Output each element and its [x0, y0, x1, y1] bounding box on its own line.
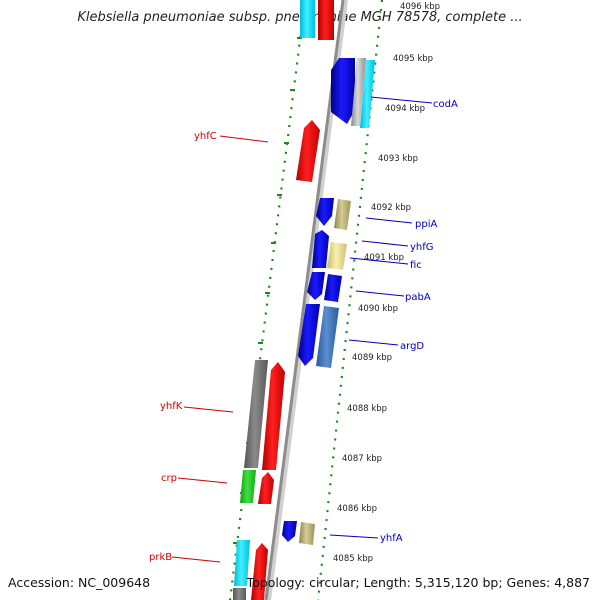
gene-arrow-prkb: [234, 540, 250, 586]
genome-summary-text: Topology: circular; Length: 5,315,120 bp…: [246, 575, 590, 590]
gene-arrow: [244, 360, 268, 468]
backbone: [264, 0, 345, 600]
gene-label-ppia: ppiA: [415, 219, 437, 230]
tick-label: 4086 kbp: [337, 504, 377, 514]
gene-label-argd: argD: [400, 341, 424, 352]
gene-label-yhfk: yhfK: [160, 401, 183, 412]
gene-arrow: [312, 230, 329, 268]
tick-label: 4095 kbp: [393, 54, 433, 64]
tick-label: 4088 kbp: [347, 404, 387, 414]
tick-label: 4094 kbp: [385, 104, 425, 114]
gene-arrow: [298, 304, 320, 366]
tick-label: 4090 kbp: [358, 304, 398, 314]
tick-label: 4085 kbp: [333, 554, 373, 564]
tick-label: 4091 kbp: [364, 253, 404, 263]
gene-arrow: [251, 543, 268, 600]
inner-ring: [228, 0, 307, 600]
gene-labels: codA yhfC ppiA yhfG fic pabA argD yhfK c…: [149, 99, 458, 563]
tick-labels: 4096 kbp 4095 kbp 4094 kbp 4093 kbp 4092…: [333, 2, 440, 564]
tick-label: 4089 kbp: [352, 353, 392, 363]
accession-text: Accession: NC_009648: [8, 575, 151, 590]
tick-label: 4087 kbp: [342, 454, 382, 464]
gene-arrow: [258, 472, 274, 504]
gene-arrow: [282, 521, 297, 542]
gene-arrow-yhfa: [299, 522, 315, 545]
gene-feature: [233, 588, 246, 600]
tick-label: 4093 kbp: [378, 154, 418, 164]
gene-arrow-yhfk: [262, 362, 285, 470]
tick-label: 4092 kbp: [371, 203, 411, 213]
gene-label-paba: pabA: [405, 292, 431, 303]
gene-arrow: [351, 58, 366, 126]
gene-arrow-paba: [324, 274, 342, 302]
gene-arrow-crp: [240, 470, 256, 503]
gene-arrow-yhfc: [296, 120, 320, 182]
gene-arrow-ppia: [334, 199, 351, 230]
gene-label-yhfa: yhfA: [380, 533, 403, 544]
gene-arrow-coda: [360, 60, 375, 128]
gene-arrow: [331, 58, 355, 124]
tick-label: 4096 kbp: [400, 2, 440, 12]
gene-feature: [318, 0, 334, 40]
gene-label-yhfc: yhfC: [194, 131, 217, 142]
gene-label-fic: fic: [410, 260, 422, 271]
gene-arrow: [316, 198, 334, 226]
gene-feature: [300, 0, 315, 38]
label-leaders: [171, 96, 433, 563]
gene-label-crp: crp: [161, 473, 177, 484]
gene-arrow-yhfg: [327, 242, 347, 270]
gene-arrow: [307, 272, 325, 300]
gene-label-prkb: prkB: [149, 552, 172, 563]
gene-label-coda: codA: [433, 99, 458, 110]
gene-arrow-argd: [316, 306, 339, 368]
gene-label-yhfg: yhfG: [410, 242, 434, 253]
